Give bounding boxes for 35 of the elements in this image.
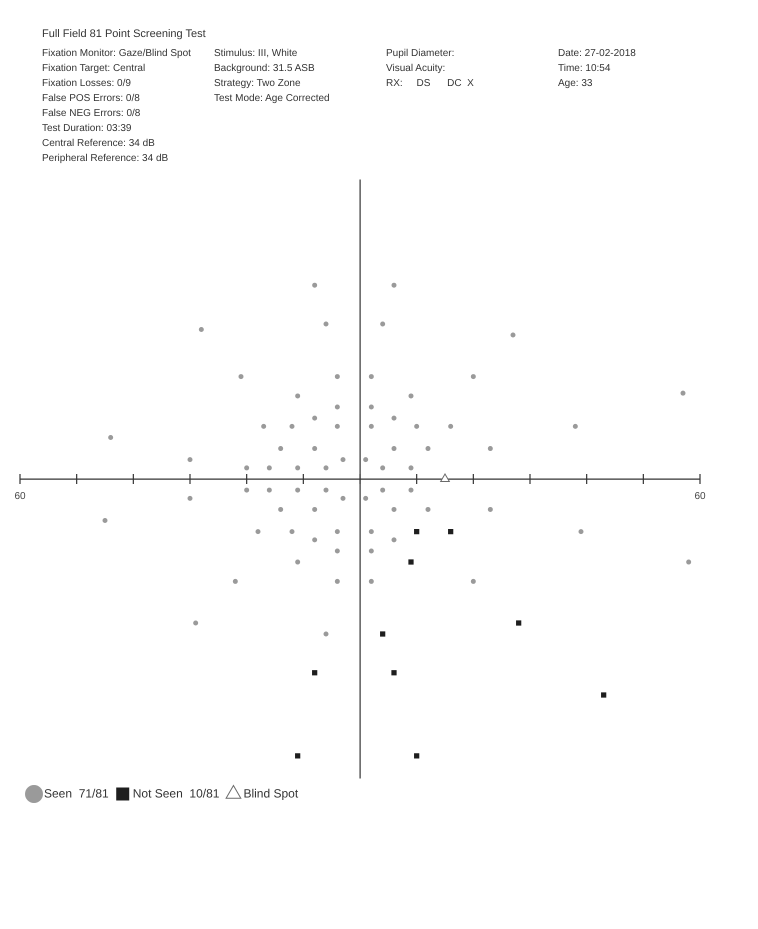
legend-label: Seen 71/81	[44, 786, 110, 800]
text: Fixation Target: Central	[42, 63, 146, 74]
text: Background: 31.5 ASB	[214, 63, 316, 74]
text: Fixation Losses: 0/9	[42, 78, 132, 89]
text: Peripheral Reference: 34 dB	[42, 153, 170, 164]
point	[295, 753, 300, 758]
x-tick-label: 60	[14, 490, 26, 502]
text: Test Mode: Age Corrected	[214, 93, 331, 104]
text: Age: 33	[558, 78, 594, 89]
text: Date: 27-02-2018	[558, 48, 637, 59]
point	[448, 528, 454, 534]
text: Strategy: Two Zone	[214, 78, 302, 89]
point	[380, 631, 386, 637]
text: False NEG Errors: 0/8	[42, 108, 142, 119]
text: Central Reference: 34 dB	[42, 138, 156, 149]
text: RX: DS DC X	[386, 78, 475, 89]
point	[408, 559, 414, 565]
text: Time: 10:54	[558, 63, 612, 74]
text: Stimulus: III, White	[214, 48, 298, 59]
text: Pupil Diameter:	[386, 48, 456, 59]
point	[414, 528, 420, 534]
point	[516, 620, 522, 626]
text: False POS Errors: 0/8	[42, 93, 141, 104]
legend-label: Not Seen 10/81	[132, 786, 220, 800]
chart-title: Full Field 81 Point Screening Test	[42, 28, 207, 40]
text: Test Duration: 03:39	[42, 123, 132, 134]
text: Fixation Monitor: Gaze/Blind Spot	[42, 48, 192, 59]
point	[391, 670, 397, 676]
point	[312, 670, 318, 676]
point	[601, 692, 606, 698]
legend-label: Blind Spot	[243, 786, 299, 800]
x-tick-label: 60	[694, 490, 706, 502]
text: Visual Acuity:	[386, 63, 446, 74]
point	[440, 474, 450, 482]
point	[414, 753, 420, 758]
